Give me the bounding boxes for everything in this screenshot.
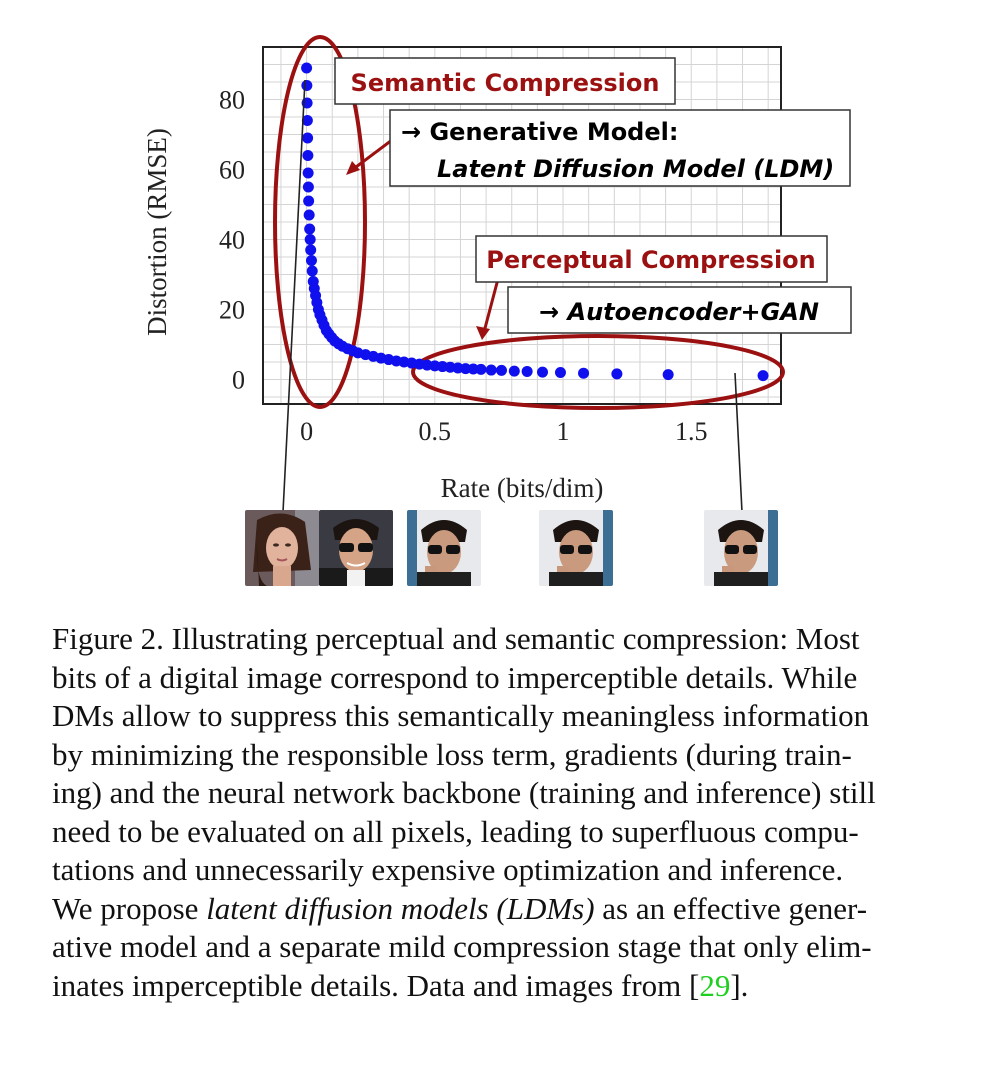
caption-line: Figure 2. Illustrating perceptual and se…: [52, 621, 860, 656]
data-point: [485, 364, 497, 376]
data-point: [475, 363, 487, 375]
data-point: [302, 150, 314, 161]
caption-line: need to be evaluated on all pixels, lead…: [52, 813, 859, 849]
caption-line: tations and unnecessarily expensive opti…: [52, 852, 844, 887]
caption-line: bits of a digital image correspond to im…: [52, 659, 858, 695]
data-point: [303, 195, 315, 207]
semantic-detail-box: [389, 109, 851, 187]
semantic-ellipse: [273, 35, 367, 409]
data-point: [301, 62, 313, 74]
data-point: [301, 115, 313, 126]
citation-link[interactable]: 29: [699, 967, 731, 1003]
semantic-arrowhead: [346, 161, 360, 175]
x-tick-label: 0: [300, 417, 313, 446]
x-tick-label: 1.5: [675, 417, 708, 446]
connector-left: [282, 79, 306, 513]
thumbnail-woman: [245, 510, 319, 586]
data-point: [508, 365, 520, 377]
y-tick-label: 40: [219, 226, 245, 255]
caption-text: We propose: [52, 890, 207, 926]
data-point: [521, 365, 533, 377]
data-point: [301, 80, 313, 91]
perceptual-title: Perceptual Compression: [486, 246, 816, 274]
perceptual-title-box: [475, 235, 828, 283]
data-point: [303, 209, 315, 221]
caption-line: ing) and the neural network backbone (tr…: [52, 775, 876, 810]
perceptual-ellipse: [411, 334, 785, 410]
semantic-arrow: [351, 138, 393, 172]
perceptual-arrowhead: [476, 326, 490, 340]
data-point: [305, 244, 317, 256]
y-tick-label: 0: [232, 366, 245, 395]
caption-text: ].: [730, 967, 749, 1003]
data-point: [554, 367, 566, 378]
x-axis-label: Rate (bits/dim): [441, 473, 604, 503]
caption-line: inates imperceptible details. Data and i…: [52, 967, 944, 1006]
data-point: [302, 167, 314, 179]
data-point: [578, 367, 590, 379]
y-axis-label: Distortion (RMSE): [142, 128, 172, 336]
rate-distortion-figure: 0 20 40 60 80 0 0.5 1 1.5 Distortion (RMSE) Rat…: [142, 35, 852, 513]
semantic-line1: → Generative Model:: [401, 118, 678, 146]
thumbnail-man-2: [407, 510, 481, 586]
caption-text: as an effective gener-: [594, 890, 868, 926]
data-point: [306, 265, 318, 277]
x-axis-ticks: 0 0.5 1 1.5: [300, 417, 707, 446]
data-point: [302, 181, 314, 193]
y-tick-label: 80: [219, 86, 245, 115]
caption-text: inates imperceptible details. Data and i…: [52, 967, 700, 1003]
caption-italic-term: latent diffusion models (LDMs): [206, 890, 595, 926]
caption-line: We propose latent diffusion models (LDMs…: [52, 890, 944, 929]
data-point: [757, 370, 769, 382]
perceptual-arrow: [482, 278, 500, 333]
thumbnail-man-4: [704, 510, 778, 586]
y-tick-label: 60: [219, 156, 245, 185]
caption-line: DMs allow to suppress this semantically …: [52, 698, 870, 733]
thumbnail-man-3: [539, 510, 613, 586]
data-point: [611, 368, 623, 380]
figure-caption: Figure 2. Illustrating perceptual and se…: [52, 620, 944, 1005]
connector-right: [734, 372, 743, 513]
semantic-line2: Latent Diffusion Model (LDM): [437, 155, 834, 183]
data-point: [662, 369, 674, 381]
perceptual-detail-box: [507, 286, 852, 334]
data-point: [304, 223, 316, 235]
caption-line: by minimizing the responsible loss term,…: [52, 736, 852, 772]
y-tick-label: 20: [219, 296, 245, 325]
x-tick-label: 0.5: [419, 417, 452, 446]
data-point: [305, 255, 317, 266]
data-point: [304, 234, 316, 245]
thumbnail-man-1: [319, 510, 393, 586]
data-point: [302, 132, 314, 144]
semantic-title-box: [334, 57, 676, 105]
data-point: [537, 366, 549, 378]
perceptual-line1: → Autoencoder+GAN: [539, 298, 819, 326]
caption-line: ative model and a separate mild compress…: [52, 929, 872, 964]
data-points: [301, 62, 769, 382]
semantic-title: Semantic Compression: [351, 69, 660, 97]
data-point: [495, 364, 507, 376]
x-tick-label: 1: [557, 417, 570, 446]
y-axis-ticks: 0 20 40 60 80: [219, 86, 245, 395]
